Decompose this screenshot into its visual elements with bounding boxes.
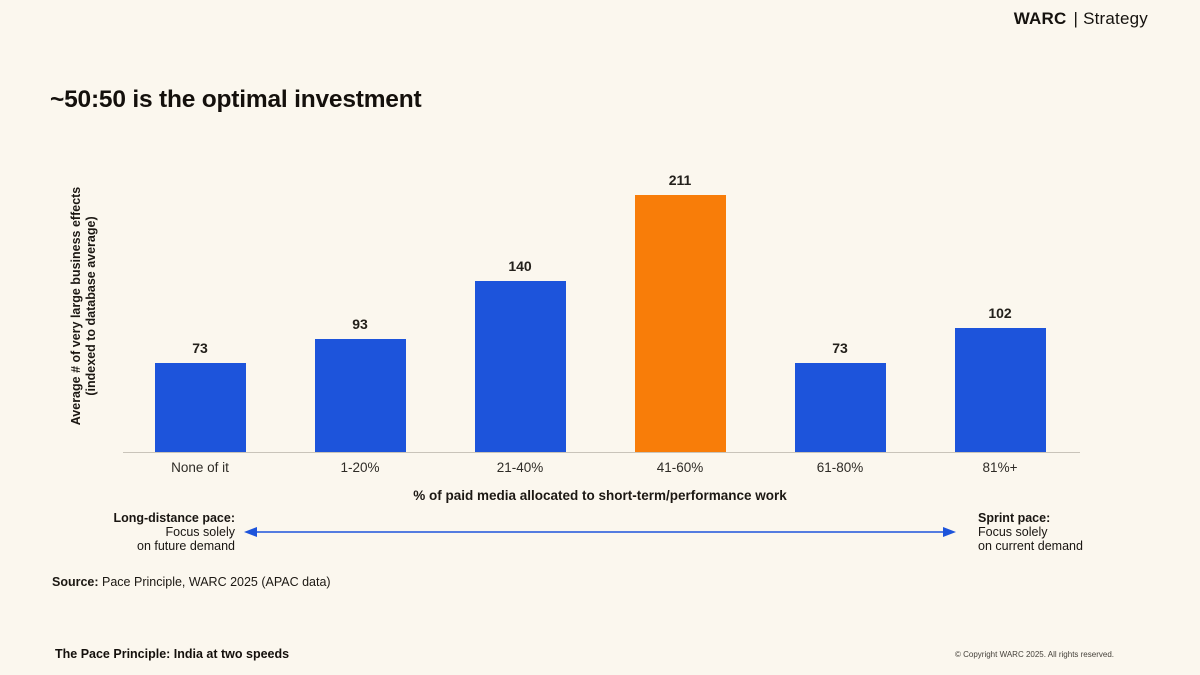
x-axis-line (123, 452, 1080, 453)
bar-category-label: 21-40% (496, 460, 544, 475)
bar-category-label: 1-20% (340, 460, 380, 475)
bar-columns: 73 93 140 211 73 102 (120, 152, 1080, 452)
annotation-right-line2: on current demand (978, 539, 1083, 553)
logo-divider: | (1073, 9, 1079, 28)
bar-column: 140 (440, 152, 600, 452)
bar (314, 339, 406, 452)
bar-value-label: 73 (832, 340, 848, 356)
bar (794, 363, 886, 452)
annotation-left-title: Long-distance pace: (113, 511, 235, 525)
source-text: Pace Principle, WARC 2025 (APAC data) (98, 575, 331, 589)
bar (474, 281, 566, 452)
bar-column: 73 (760, 152, 920, 452)
page-title: ~50:50 is the optimal investment (50, 86, 422, 113)
annotation-sprint-pace: Sprint pace: Focus solely on current dem… (978, 511, 1158, 553)
annotation-long-distance-pace: Long-distance pace: Focus solely on futu… (30, 511, 235, 553)
bar-category-label: 61-80% (816, 460, 864, 475)
bar-category-label: 41-60% (656, 460, 704, 475)
x-axis-title: % of paid media allocated to short-term/… (413, 488, 787, 503)
bar-column: 102 (920, 152, 1080, 452)
y-axis-label-line1: Average # of very large business effects (69, 186, 83, 426)
annotation-right-title: Sprint pace: (978, 511, 1051, 525)
bar-column: 93 (280, 152, 440, 452)
bar (154, 363, 246, 452)
annotation-right-line1: Focus solely (978, 525, 1048, 539)
warc-strategy-logo: WARC | Strategy (1014, 9, 1148, 29)
annotation-left-line1: Focus solely (165, 525, 235, 539)
bar-column: 73 (120, 152, 280, 452)
bar-stack: 73 (794, 340, 886, 452)
y-axis-label-line2: (indexed to database average) (84, 216, 98, 396)
bar-stack: 93 (314, 316, 406, 452)
bar-chart: 73 93 140 211 73 102 None of it 1-20% 21-40% 41-… (120, 152, 1080, 512)
slide-footer-title: The Pace Principle: India at two speeds (55, 647, 290, 661)
bar-stack: 211 (634, 172, 726, 452)
bar-value-label: 93 (352, 316, 368, 332)
bar-value-label: 211 (668, 172, 692, 188)
category-labels: None of it 1-20% 21-40% 41-60% 61-80% 81%+ (120, 460, 1080, 475)
source-note: Source: Pace Principle, WARC 2025 (APAC … (52, 575, 331, 589)
logo-suffix: Strategy (1083, 9, 1148, 28)
bar-stack: 73 (154, 340, 246, 452)
bar-stack: 102 (954, 305, 1046, 452)
bar-value-label: 140 (508, 258, 532, 274)
bar (634, 195, 726, 452)
logo-brand: WARC (1013, 9, 1067, 28)
bar-stack: 140 (474, 258, 566, 452)
double-arrow-icon (244, 527, 956, 537)
copyright-text: © Copyright WARC 2025. All rights reserv… (955, 650, 1114, 659)
source-label: Source: (52, 575, 99, 589)
annotation-left-line2: on future demand (137, 539, 235, 553)
y-axis-label: Average # of very large business effects… (69, 187, 99, 426)
bar-value-label: 102 (988, 305, 1012, 321)
bar-category-label: 81%+ (982, 460, 1018, 475)
bar (954, 328, 1046, 452)
bar-value-label: 73 (192, 340, 208, 356)
bar-column: 211 (600, 152, 760, 452)
bar-category-label: None of it (171, 460, 229, 475)
